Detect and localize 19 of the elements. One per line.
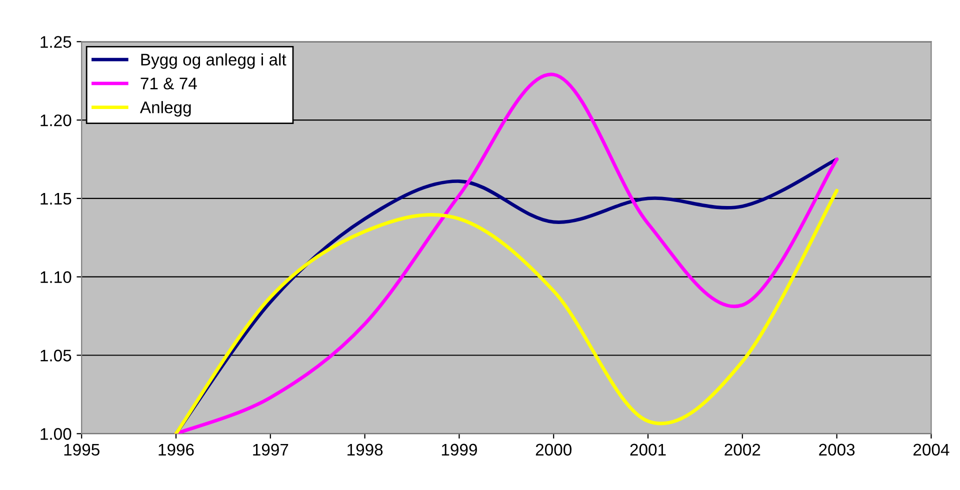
x-tick-label: 2003 bbox=[819, 444, 855, 456]
x-tick-label: 1997 bbox=[253, 444, 288, 456]
y-tick-label: 1.10 bbox=[40, 271, 72, 284]
x-tick-label: 1996 bbox=[158, 444, 194, 456]
y-tick-label: 1.00 bbox=[40, 428, 72, 440]
legend-label: Bygg og anlegg i alt bbox=[141, 53, 286, 69]
x-tick-label: 2004 bbox=[914, 444, 950, 456]
x-tick-label: 2001 bbox=[630, 444, 666, 456]
x-tick-label: 1995 bbox=[64, 444, 100, 456]
y-tick-label: 1.15 bbox=[40, 193, 72, 205]
y-tick-label: 1.20 bbox=[40, 114, 72, 126]
x-tick-label: 1999 bbox=[442, 444, 477, 456]
y-tick-label: 1.25 bbox=[40, 36, 72, 48]
x-tick-label: 1998 bbox=[348, 444, 383, 456]
x-tick-label: 2002 bbox=[724, 444, 760, 456]
x-tick-label: 2000 bbox=[536, 444, 572, 456]
legend-label: Anlegg bbox=[140, 101, 191, 117]
legend-label: 71 & 74 bbox=[140, 78, 197, 90]
y-tick-label: 1.05 bbox=[40, 350, 72, 362]
